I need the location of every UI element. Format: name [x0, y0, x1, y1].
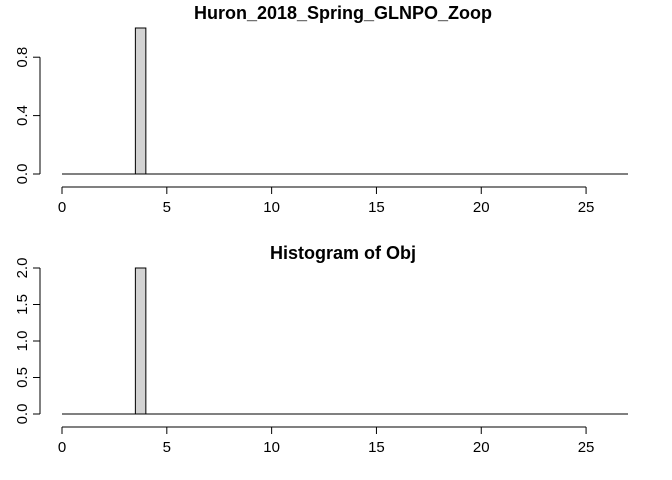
histogram-bar: [134, 27, 147, 175]
y-tick-label: 1.5: [14, 294, 31, 315]
histogram-panel-bottom: Histogram of Obj 0 5 10 15 20 25 0.0 0.5 1.0 1.5 2…: [14, 243, 628, 456]
x-tick-label: 20: [473, 199, 490, 216]
x-tick-label: 5: [163, 439, 171, 456]
y-tick-label: 0.8: [14, 47, 31, 68]
histogram-bar: [134, 267, 147, 415]
y-tick-label: 0.0: [14, 164, 31, 185]
x-tick-label: 0: [58, 439, 66, 456]
plot-area: 0 5 10 15 20 25 0.0 0.5 1.0 1.5 2.0: [14, 258, 628, 456]
x-tick-label: 10: [263, 199, 280, 216]
chart-title: Histogram of Obj: [270, 243, 416, 263]
x-tick-label: 15: [368, 199, 385, 216]
y-tick-label: 2.0: [14, 258, 31, 279]
chart-title: Huron_2018_Spring_GLNPO_Zoop: [194, 3, 492, 23]
x-tick-label: 25: [578, 199, 595, 216]
y-tick-label: 1.0: [14, 331, 31, 352]
x-tick-label: 0: [58, 199, 66, 216]
y-tick-label: 0.0: [14, 404, 31, 425]
x-tick-label: 10: [263, 439, 280, 456]
x-tick-label: 15: [368, 439, 385, 456]
histogram-panel-top: Huron_2018_Spring_GLNPO_Zoop 0 5 10 15 20 250…: [14, 3, 628, 216]
x-tick-label: 20: [473, 439, 490, 456]
x-tick-label: 25: [578, 439, 595, 456]
y-tick-label: 0.4: [14, 105, 31, 126]
plot-area: 0 5 10 15 20 25 0.0 0.4 0.8: [14, 27, 628, 216]
x-tick-label: 5: [163, 199, 171, 216]
y-tick-label: 0.5: [14, 367, 31, 388]
